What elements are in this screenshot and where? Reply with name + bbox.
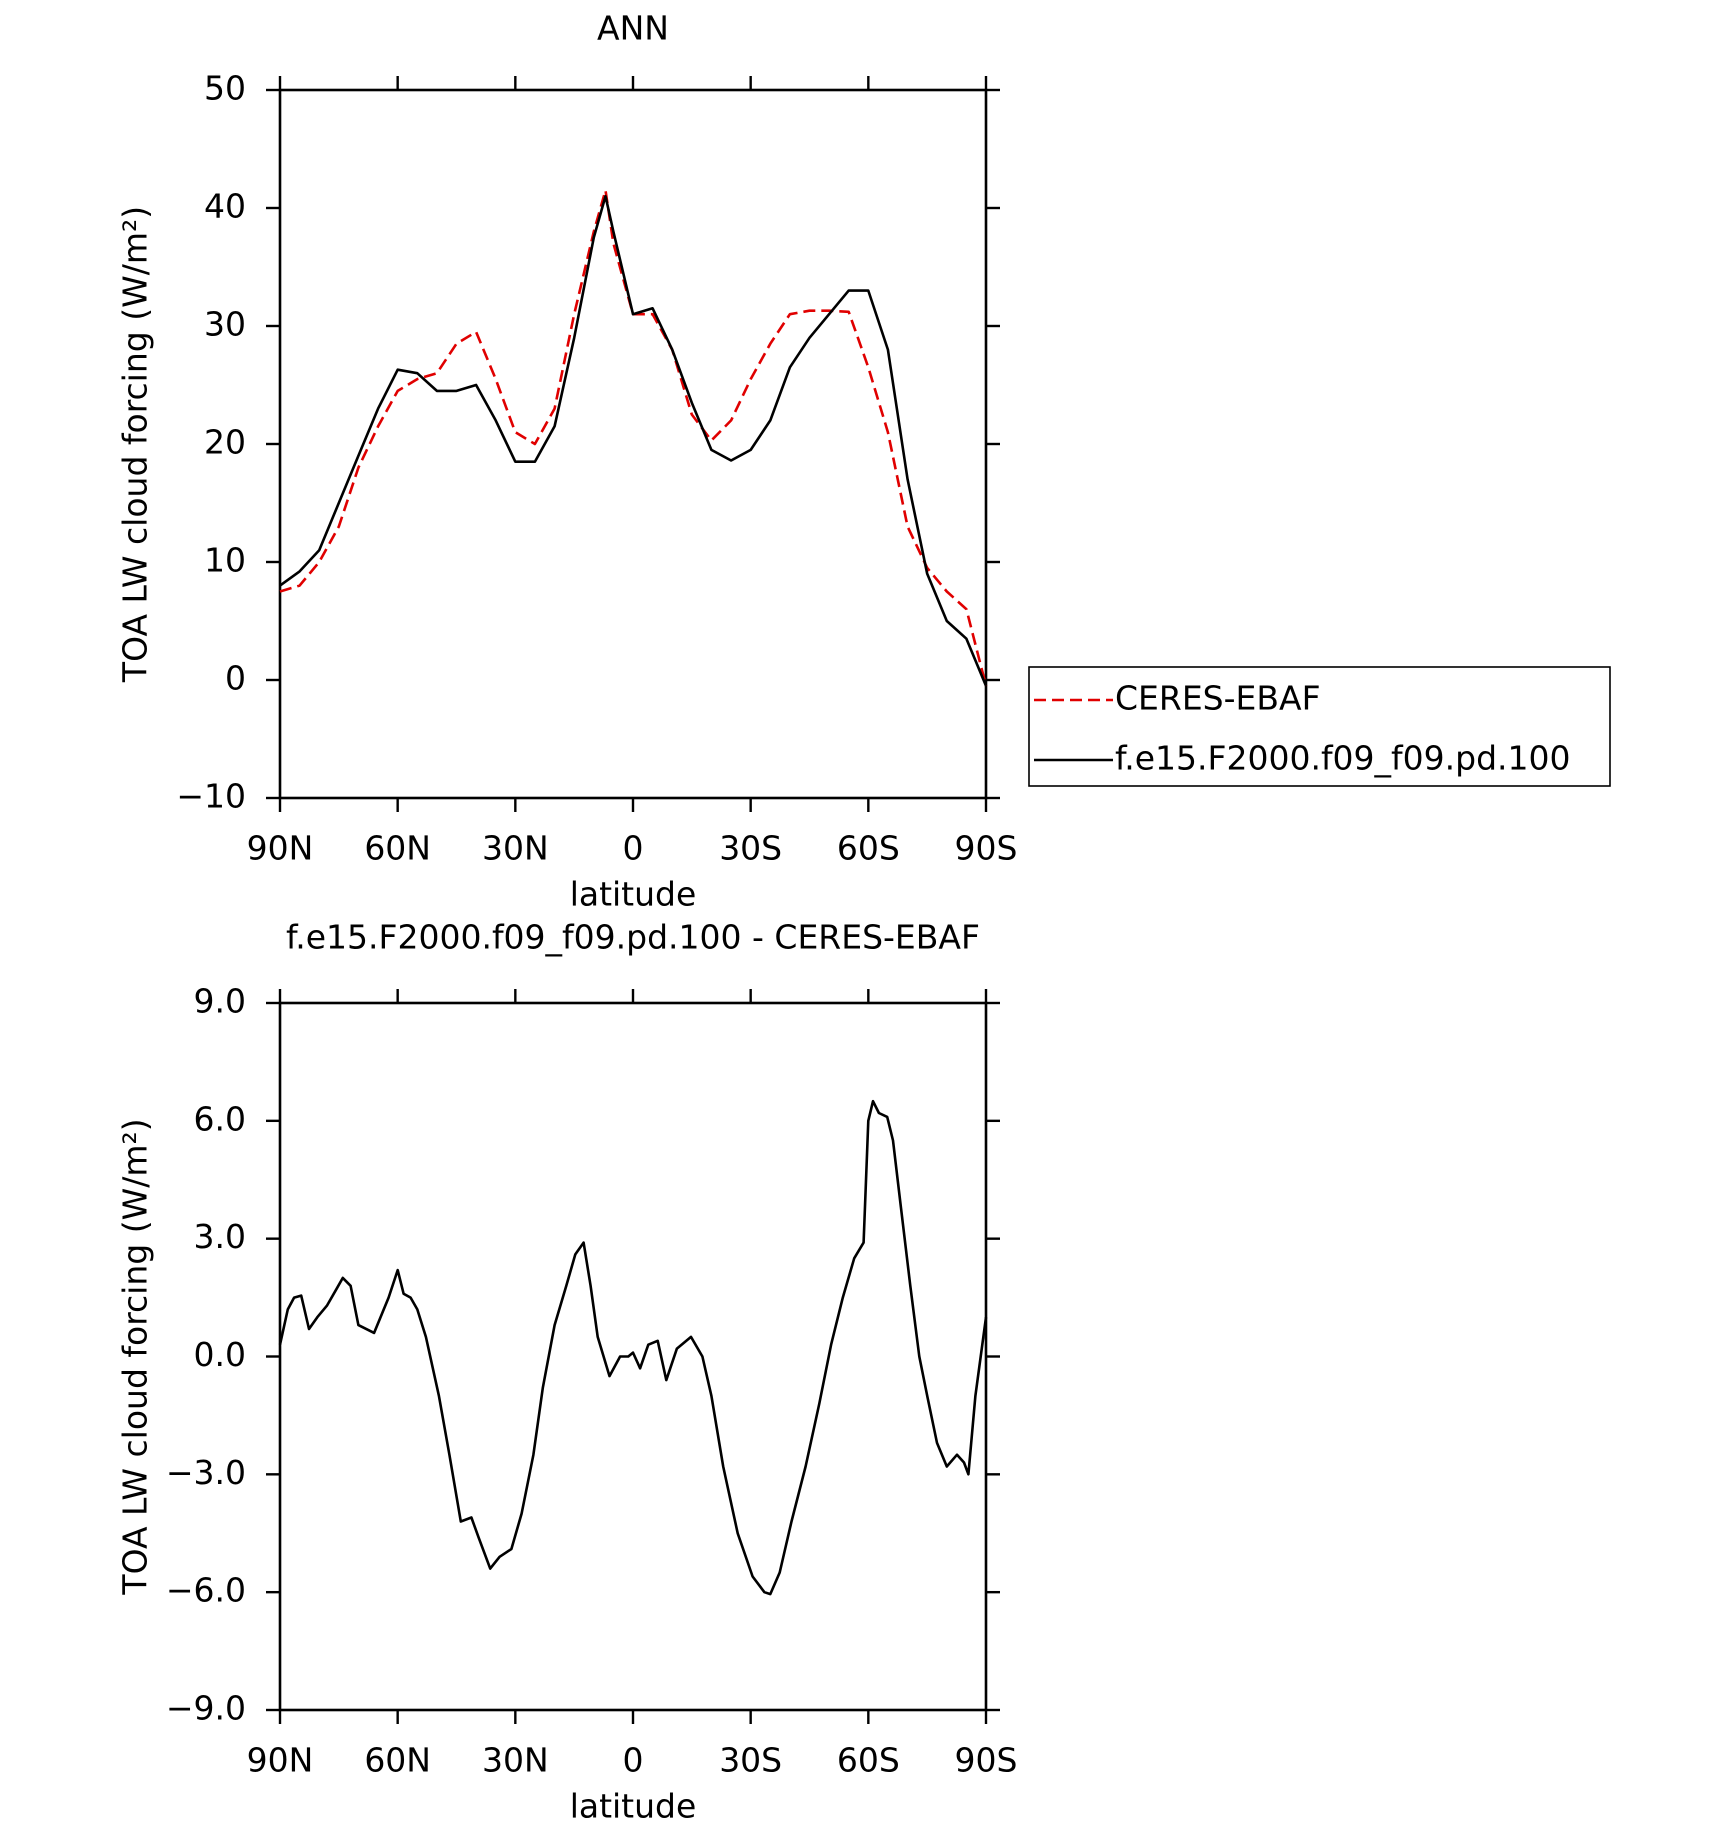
- x-axis-label: latitude: [570, 875, 697, 914]
- data-line: [278, 1099, 988, 1596]
- x-tick-label: 30S: [719, 1741, 782, 1780]
- data-line: [279, 189, 988, 687]
- x-tick-label: 60N: [364, 829, 431, 868]
- y-tick-label: 6.0: [194, 1099, 246, 1138]
- x-tick-label: 60S: [837, 829, 900, 868]
- y-tick-label: 50: [204, 69, 246, 108]
- data-line: [279, 194, 988, 687]
- x-tick-label: 60S: [837, 1741, 900, 1780]
- y-tick-label: −3.0: [166, 1453, 246, 1492]
- y-tick-label: 9.0: [194, 982, 246, 1021]
- x-tick-label: 30S: [719, 829, 782, 868]
- y-tick-label: 0: [225, 659, 246, 698]
- y-tick-label: 20: [204, 423, 246, 462]
- y-tick-label: 40: [204, 187, 246, 226]
- y-tick-label: −10: [176, 777, 246, 816]
- legend-label: f.e15.F2000.f09_f09.pd.100: [1115, 739, 1571, 778]
- x-tick-label: 30N: [482, 829, 549, 868]
- y-tick-label: 10: [204, 541, 246, 580]
- x-tick-label: 0: [623, 829, 644, 868]
- y-tick-label: 30: [204, 305, 246, 344]
- legend-label: CERES-EBAF: [1115, 679, 1321, 718]
- y-tick-label: 3.0: [194, 1217, 246, 1256]
- chart-title: f.e15.F2000.f09_f09.pd.100 - CERES-EBAF: [286, 918, 980, 957]
- x-tick-label: 90S: [955, 829, 1018, 868]
- x-tick-label: 90S: [955, 1741, 1018, 1780]
- x-tick-label: 90N: [247, 1741, 314, 1780]
- y-axis-label: TOA LW cloud forcing (W/m²): [116, 1118, 155, 1595]
- plot-frame: [278, 88, 988, 800]
- y-axis-label: TOA LW cloud forcing (W/m²): [116, 206, 155, 683]
- x-tick-label: 0: [623, 1741, 644, 1780]
- x-tick-label: 90N: [247, 829, 314, 868]
- x-tick-label: 30N: [482, 1741, 549, 1780]
- chart-title: ANN: [597, 9, 669, 48]
- y-tick-label: 0.0: [194, 1335, 246, 1374]
- plot-frame: [278, 1001, 988, 1712]
- x-axis-label: latitude: [570, 1787, 697, 1822]
- x-tick-label: 60N: [364, 1741, 431, 1780]
- y-tick-label: −6.0: [166, 1571, 246, 1610]
- legend-box: [1028, 666, 1611, 787]
- y-tick-label: −9.0: [166, 1689, 246, 1728]
